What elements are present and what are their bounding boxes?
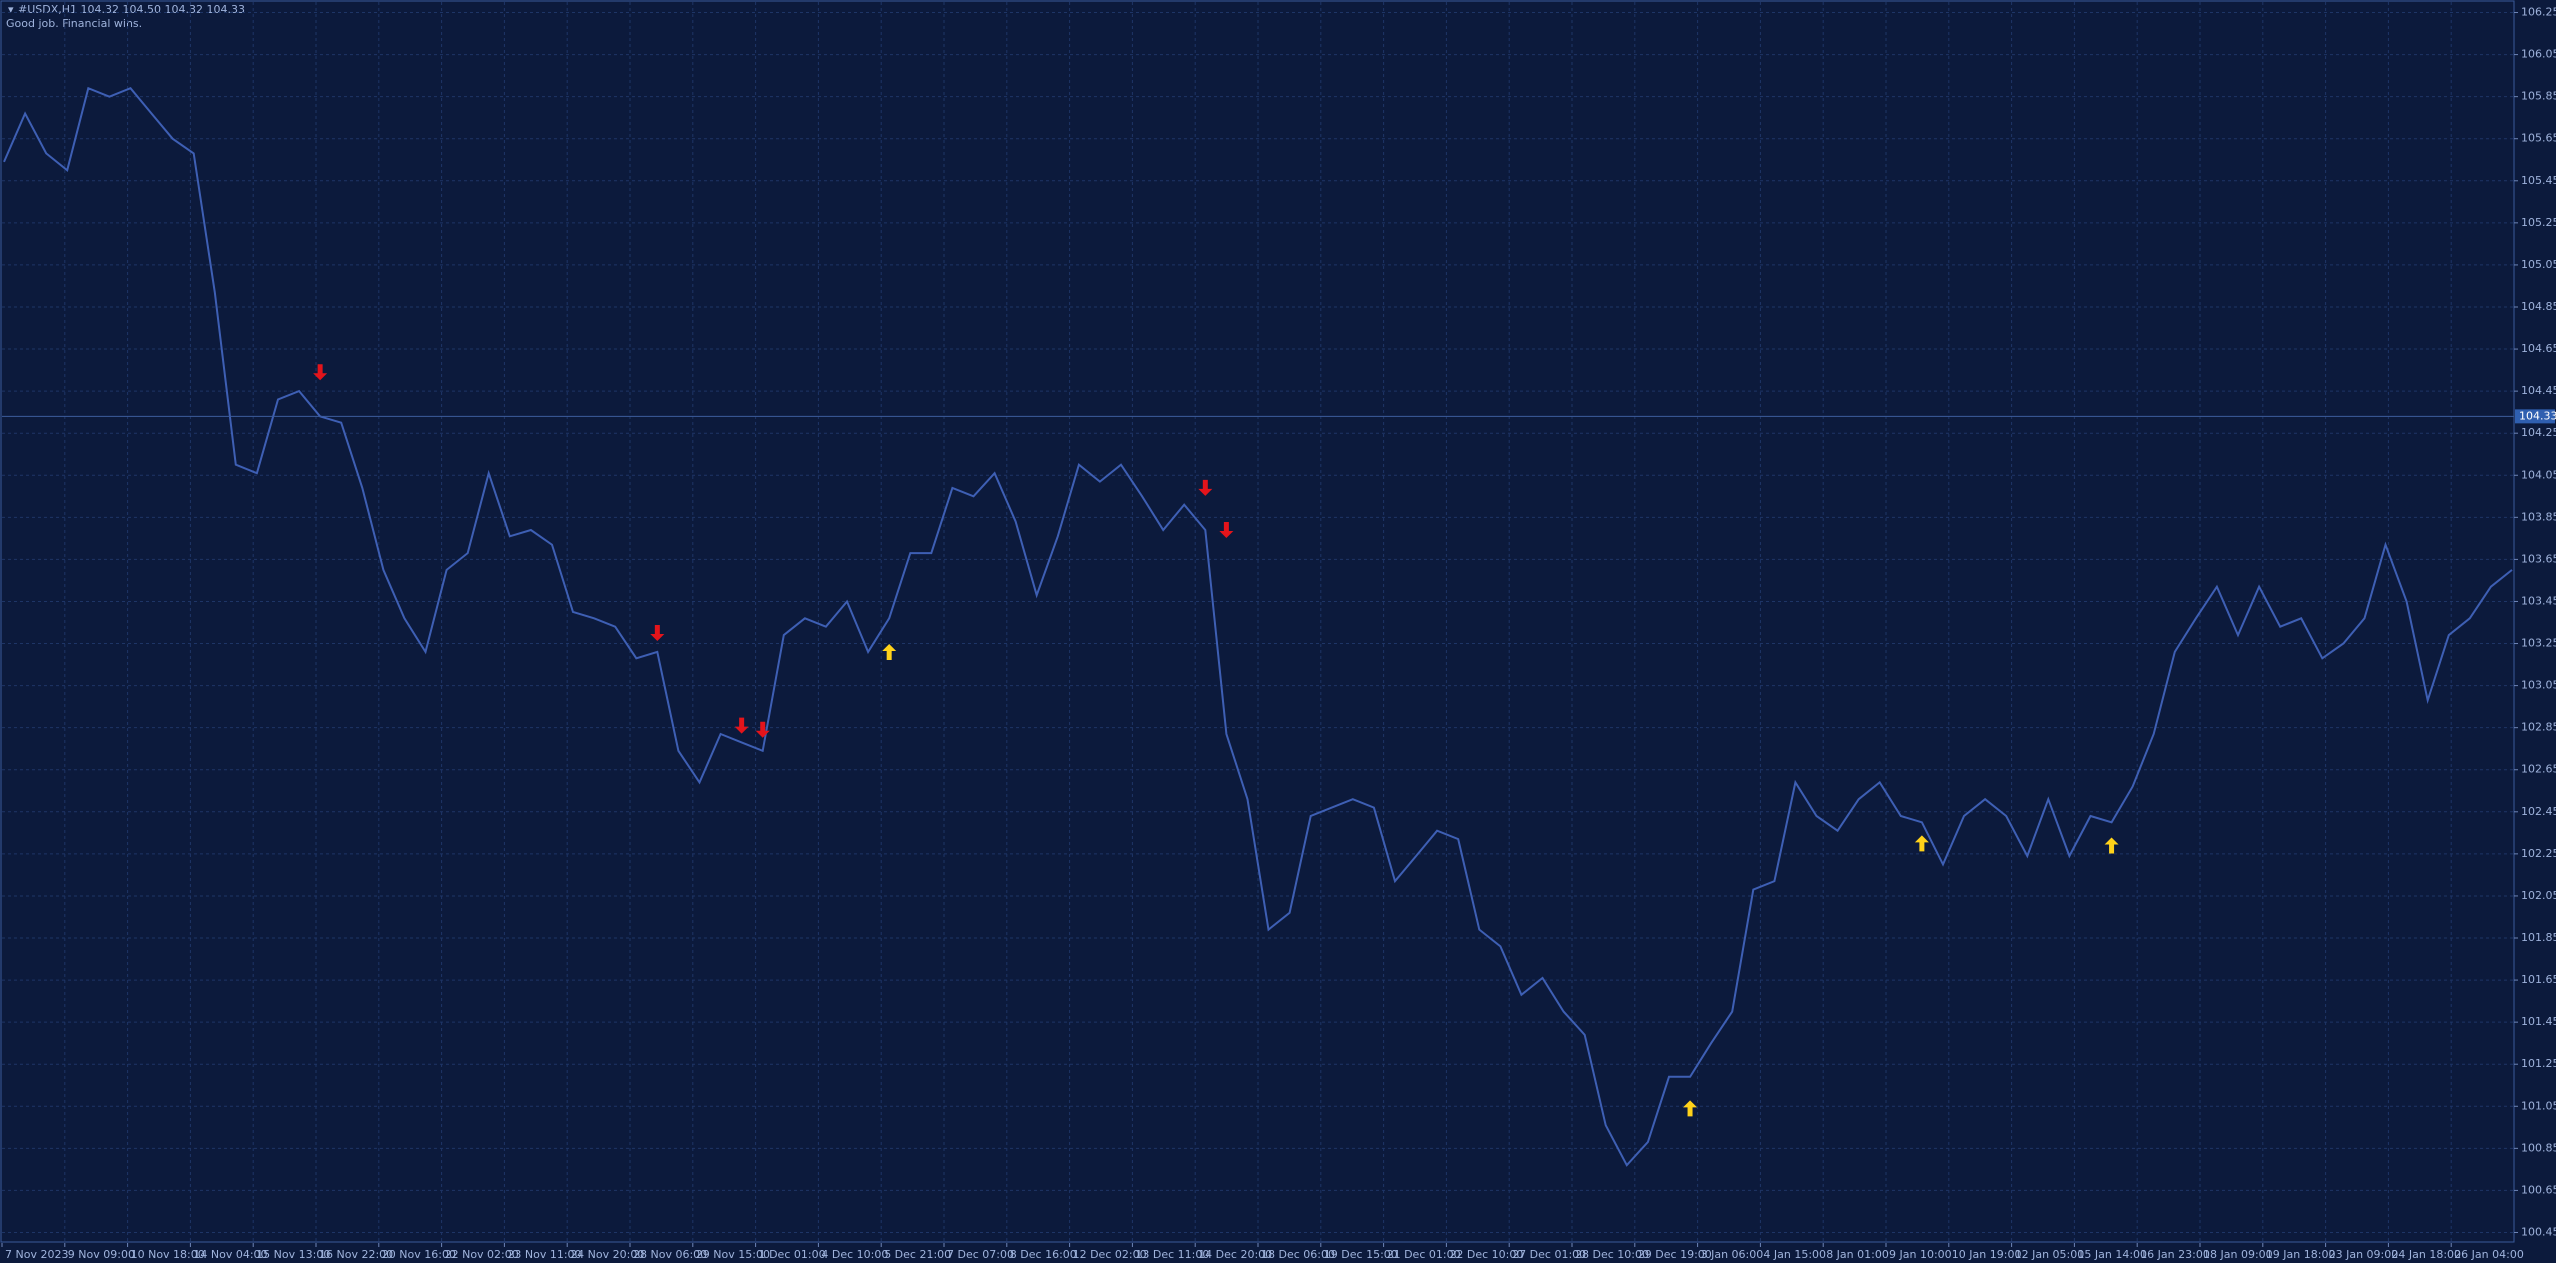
y-tick-label: 102.85 bbox=[2521, 721, 2556, 734]
x-tick-label: 7 Nov 2023 bbox=[5, 1248, 68, 1261]
y-tick-label: 104.65 bbox=[2521, 342, 2556, 355]
signal-arrow bbox=[1683, 1100, 1698, 1117]
x-tick-label: 28 Dec 10:00 bbox=[1575, 1248, 1649, 1261]
y-tick-label: 100.45 bbox=[2521, 1225, 2556, 1238]
y-tick-label: 105.85 bbox=[2521, 90, 2556, 103]
x-tick-label: 16 Nov 22:00 bbox=[319, 1248, 393, 1261]
y-tick-label: 102.25 bbox=[2521, 847, 2556, 860]
y-tick-label: 100.65 bbox=[2521, 1183, 2556, 1196]
x-tick-label: 1 Dec 01:00 bbox=[759, 1248, 826, 1261]
price-line bbox=[3, 86, 2513, 1167]
x-tick-label: 29 Nov 15:00 bbox=[696, 1248, 770, 1261]
y-tick-label: 104.85 bbox=[2521, 300, 2556, 313]
signal-arrow bbox=[313, 364, 328, 381]
x-tick-label: 19 Dec 15:00 bbox=[1324, 1248, 1398, 1261]
y-tick-label: 105.45 bbox=[2521, 174, 2556, 187]
signal-arrow bbox=[1198, 479, 1213, 496]
y-tick-label: 105.05 bbox=[2521, 258, 2556, 271]
x-tick-label: 7 Dec 07:00 bbox=[947, 1248, 1014, 1261]
x-tick-label: 23 Jan 09:00 bbox=[2329, 1248, 2399, 1261]
y-tick-label: 103.05 bbox=[2521, 679, 2556, 692]
x-tick-label: 10 Jan 19:00 bbox=[1952, 1248, 2022, 1261]
x-tick-label: 8 Jan 01:00 bbox=[1826, 1248, 1889, 1261]
x-tick-label: 14 Dec 20:00 bbox=[1198, 1248, 1272, 1261]
y-tick-label: 103.85 bbox=[2521, 510, 2556, 523]
y-tick-label: 101.25 bbox=[2521, 1057, 2556, 1070]
x-tick-label: 28 Nov 06:00 bbox=[633, 1248, 707, 1261]
x-tick-label: 4 Jan 15:00 bbox=[1763, 1248, 1826, 1261]
x-tick-label: 12 Dec 02:00 bbox=[1073, 1248, 1147, 1261]
x-tick-label: 18 Dec 06:00 bbox=[1261, 1248, 1335, 1261]
x-tick-label: 9 Nov 09:00 bbox=[68, 1248, 135, 1261]
plot-frame bbox=[0, 0, 2515, 1243]
y-tick-label: 101.65 bbox=[2521, 973, 2556, 986]
x-tick-label: 23 Nov 11:00 bbox=[507, 1248, 581, 1261]
signal-arrow bbox=[1219, 521, 1234, 538]
x-tick-label: 18 Jan 09:00 bbox=[2203, 1248, 2273, 1261]
signal-arrow bbox=[2104, 837, 2119, 854]
x-tick-label: 13 Dec 11:00 bbox=[1135, 1248, 1209, 1261]
y-tick-label: 103.65 bbox=[2521, 552, 2556, 565]
x-tick-label: 5 Dec 21:00 bbox=[884, 1248, 951, 1261]
x-tick-label: 24 Jan 18:00 bbox=[2391, 1248, 2461, 1261]
y-tick-label: 102.65 bbox=[2521, 763, 2556, 776]
signal-arrow bbox=[882, 643, 897, 660]
x-tick-label: 9 Jan 10:00 bbox=[1889, 1248, 1952, 1261]
x-tick-label: 15 Jan 14:00 bbox=[2077, 1248, 2147, 1261]
x-tick-label: 15 Nov 13:00 bbox=[256, 1248, 330, 1261]
chart-subtitle: Good job. Financial wins. bbox=[6, 17, 142, 30]
x-tick-label: 22 Nov 02:00 bbox=[445, 1248, 519, 1261]
y-tick-label: 102.05 bbox=[2521, 889, 2556, 902]
last-price-box bbox=[2515, 409, 2555, 424]
y-tick-label: 104.45 bbox=[2521, 384, 2556, 397]
y-tick-label: 101.85 bbox=[2521, 931, 2556, 944]
x-tick-label: 10 Nov 18:00 bbox=[131, 1248, 205, 1261]
y-tick-label: 100.85 bbox=[2521, 1141, 2556, 1154]
y-tick-label: 101.05 bbox=[2521, 1099, 2556, 1112]
x-tick-label: 12 Jan 05:00 bbox=[2015, 1248, 2085, 1261]
y-tick-label: 103.25 bbox=[2521, 637, 2556, 650]
signal-arrow bbox=[755, 721, 770, 738]
x-tick-label: 4 Dec 10:00 bbox=[821, 1248, 888, 1261]
x-tick-label: 27 Dec 01:00 bbox=[1512, 1248, 1586, 1261]
x-tick-label: 20 Nov 16:00 bbox=[382, 1248, 456, 1261]
chart-title: #USDX,H1 104.32 104.50 104.32 104.33 bbox=[18, 3, 245, 16]
signal-arrow bbox=[650, 625, 665, 642]
y-tick-label: 105.65 bbox=[2521, 132, 2556, 145]
y-tick-label: 105.25 bbox=[2521, 216, 2556, 229]
x-tick-label: 16 Jan 23:00 bbox=[2140, 1248, 2210, 1261]
x-tick-label: 8 Dec 16:00 bbox=[1010, 1248, 1077, 1261]
x-tick-label: 29 Dec 19:00 bbox=[1638, 1248, 1712, 1261]
x-tick-label: 21 Dec 01:00 bbox=[1387, 1248, 1461, 1261]
y-tick-label: 106.25 bbox=[2521, 6, 2556, 19]
y-tick-label: 101.45 bbox=[2521, 1015, 2556, 1028]
y-tick-label: 102.45 bbox=[2521, 805, 2556, 818]
x-tick-label: 22 Dec 10:00 bbox=[1449, 1248, 1523, 1261]
triangle-icon: ▾ bbox=[8, 3, 14, 16]
y-tick-label: 103.45 bbox=[2521, 594, 2556, 607]
last-price-label: 104.33 bbox=[2519, 409, 2556, 422]
x-tick-label: 26 Jan 04:00 bbox=[2454, 1248, 2524, 1261]
y-tick-label: 104.05 bbox=[2521, 468, 2556, 481]
x-tick-label: 14 Nov 04:00 bbox=[193, 1248, 267, 1261]
x-tick-label: 24 Nov 20:00 bbox=[570, 1248, 644, 1261]
signal-arrow bbox=[734, 717, 749, 734]
y-tick-label: 104.25 bbox=[2521, 426, 2556, 439]
signal-arrow bbox=[1914, 835, 1929, 852]
x-tick-label: 19 Jan 18:00 bbox=[2266, 1248, 2336, 1261]
y-tick-label: 106.05 bbox=[2521, 48, 2556, 61]
x-tick-label: 3 Jan 06:00 bbox=[1701, 1248, 1764, 1261]
